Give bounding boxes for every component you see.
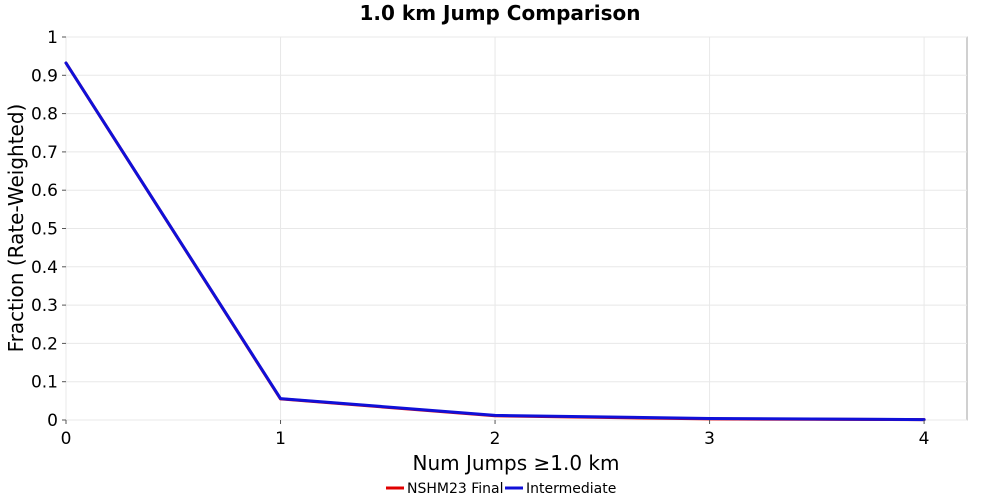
x-axis-label: Num Jumps ≥1.0 km bbox=[413, 451, 620, 475]
x-tick-label: 3 bbox=[704, 429, 715, 449]
y-axis-label: Fraction (Rate-Weighted) bbox=[4, 104, 28, 353]
y-tick-label: 0 bbox=[47, 411, 58, 431]
x-tick-label: 4 bbox=[919, 429, 930, 449]
series-line-intermediate bbox=[64, 61, 926, 422]
x-tick-label: 2 bbox=[490, 429, 501, 449]
legend-label-intermediate: Intermediate bbox=[526, 481, 616, 497]
y-tick-label: 0.3 bbox=[31, 296, 58, 316]
y-axis: 0 0.1 0.2 0.3 0.4 0.5 0.6 0.7 0.8 0.9 1 bbox=[31, 28, 66, 431]
series-layer bbox=[64, 61, 926, 422]
legend-label-nshm23-final: NSHM23 Final bbox=[407, 481, 504, 497]
chart-title: 1.0 km Jump Comparison bbox=[360, 1, 641, 25]
x-tick-label: 0 bbox=[61, 429, 72, 449]
y-tick-label: 0.8 bbox=[31, 105, 58, 125]
y-tick-label: 0.6 bbox=[31, 181, 58, 201]
y-tick-label: 0.9 bbox=[31, 66, 58, 86]
y-tick-label: 1 bbox=[47, 28, 58, 48]
y-tick-label: 0.4 bbox=[31, 258, 58, 278]
legend: NSHM23 Final Intermediate bbox=[386, 481, 616, 497]
y-tick-label: 0.2 bbox=[31, 334, 58, 354]
x-tick-label: 1 bbox=[275, 429, 286, 449]
y-tick-label: 0.7 bbox=[31, 143, 58, 163]
y-tick-label: 0.1 bbox=[31, 373, 58, 393]
x-axis: 0 1 2 3 4 bbox=[61, 420, 930, 449]
y-tick-label: 0.5 bbox=[31, 220, 58, 240]
